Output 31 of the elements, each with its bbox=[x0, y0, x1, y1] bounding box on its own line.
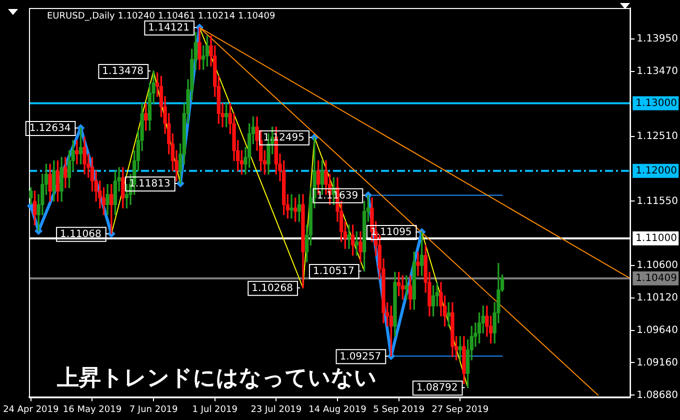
x-tick-label: 7 Jun 2019 bbox=[129, 404, 178, 415]
y-tick-label: 1.11550 bbox=[636, 196, 678, 207]
ref-line-label: 1.13000 bbox=[636, 98, 678, 109]
data-label: 1.13478 bbox=[102, 66, 144, 78]
y-tick-label: 1.10120 bbox=[636, 292, 678, 304]
x-tick-label: 24 Apr 2019 bbox=[3, 404, 59, 415]
y-tick-label: 1.09640 bbox=[636, 324, 678, 336]
x-tick-label: 23 Jul 2019 bbox=[250, 404, 302, 415]
data-label: 1.10268 bbox=[252, 282, 293, 294]
data-label: 1.14121 bbox=[148, 22, 190, 34]
data-label: 1.11068 bbox=[60, 228, 102, 240]
x-tick-label: 27 Sep 2019 bbox=[432, 404, 489, 415]
y-tick-label: 1.13950 bbox=[636, 34, 678, 45]
y-tick-label: 1.08680 bbox=[636, 390, 678, 401]
y-tick-label: 1.13470 bbox=[636, 66, 678, 78]
data-label: 1.09257 bbox=[340, 351, 382, 362]
data-label: 1.08792 bbox=[416, 382, 458, 394]
y-tick-label: 1.10600 bbox=[636, 260, 678, 272]
ref-line-label: 1.10409 bbox=[636, 272, 678, 284]
ref-line-label: 1.12000 bbox=[636, 165, 678, 176]
x-tick-label: 5 Sep 2019 bbox=[373, 404, 425, 415]
x-tick-label: 1 Jul 2019 bbox=[192, 404, 238, 415]
chart-title: EURUSD_,Daily 1.10240 1.10461 1.10214 1.10409 bbox=[46, 11, 276, 22]
annotation: 上昇トレンドにはなっていない bbox=[56, 365, 377, 390]
data-label: 1.10517 bbox=[312, 266, 354, 278]
data-label: 1.12634 bbox=[29, 123, 71, 134]
x-tick-label: 16 May 2019 bbox=[62, 404, 122, 415]
x-tick-label: 14 Aug 2019 bbox=[308, 404, 367, 415]
y-tick-label: 1.09160 bbox=[636, 357, 678, 368]
ref-line-label: 1.11000 bbox=[636, 233, 678, 244]
y-tick-label: 1.12510 bbox=[636, 130, 678, 142]
